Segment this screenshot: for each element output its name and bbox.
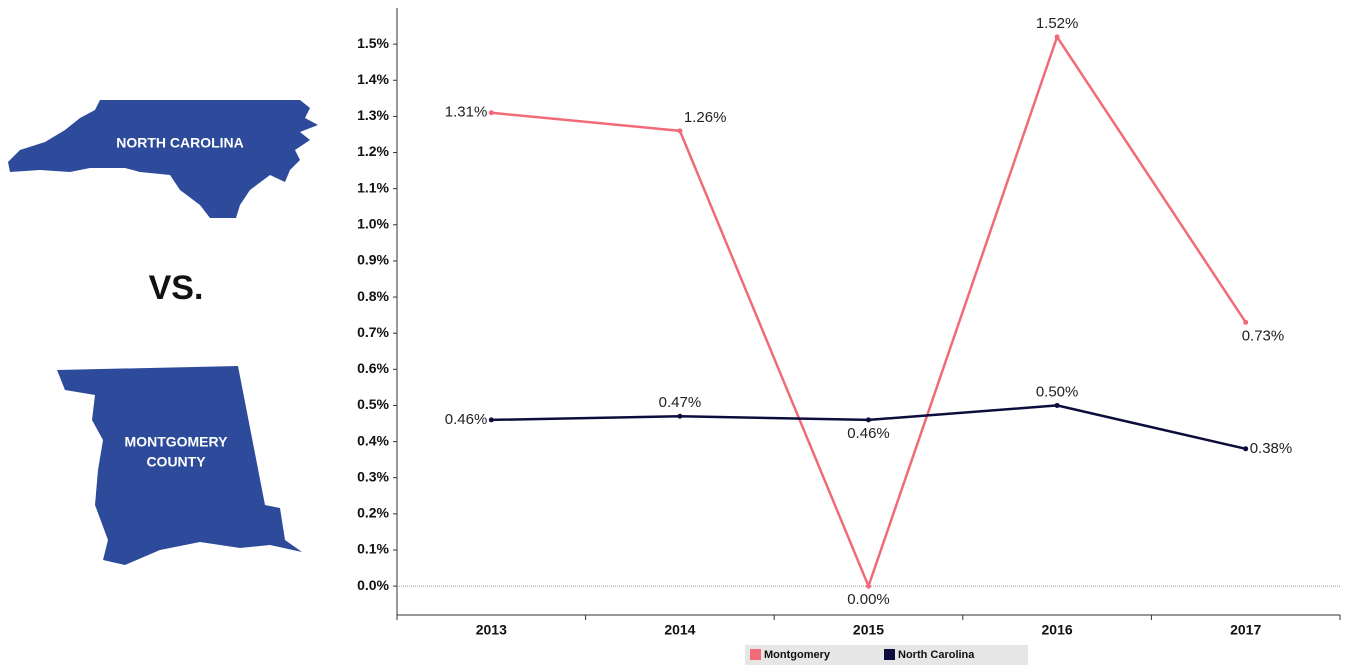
y-tick-label: 0.2% (357, 505, 389, 521)
point (866, 417, 871, 423)
y-tick-label: 0.8% (357, 288, 389, 304)
y-tick-label: 0.9% (357, 252, 389, 268)
y-tick-label: 1.4% (357, 71, 389, 87)
legend-label: Montgomery (764, 649, 831, 661)
state-label: NORTH CAROLINA (116, 135, 244, 151)
y-tick-label: 0.7% (357, 324, 389, 340)
point (488, 417, 494, 423)
point (1054, 34, 1060, 40)
legend-swatch (750, 649, 761, 660)
y-tick-label: 1.1% (357, 179, 389, 195)
y-tick-label: 1.5% (357, 35, 389, 51)
point (866, 583, 871, 589)
y-tick-label: 0.1% (357, 541, 389, 557)
point (488, 110, 494, 116)
y-tick-label: 0.5% (357, 396, 389, 412)
county-map: MONTGOMERY COUNTY (57, 366, 302, 565)
x-tick-label: 2017 (1230, 622, 1261, 638)
value-label: 0.73% (1242, 327, 1285, 344)
x-tick-label: 2014 (664, 622, 695, 638)
state-map: NORTH CAROLINA (8, 100, 318, 218)
point (677, 128, 683, 134)
y-tick-label: 1.3% (357, 107, 389, 123)
y-tick-label: 1.2% (357, 143, 389, 159)
y-tick-label: 0.3% (357, 468, 389, 484)
x-tick-label: 2016 (1042, 622, 1073, 638)
value-label: 0.00% (847, 591, 890, 608)
value-label: 0.46% (445, 411, 488, 428)
county-label: MONTGOMERY (125, 434, 229, 450)
legend-swatch (884, 649, 895, 660)
y-tick-label: 0.4% (357, 432, 389, 448)
county-label: COUNTY (146, 454, 206, 470)
value-label: 0.47% (659, 394, 702, 411)
point (677, 413, 683, 419)
y-tick-label: 1.0% (357, 215, 389, 231)
point (1243, 446, 1249, 452)
value-label: 0.50% (1036, 383, 1079, 400)
x-tick-label: 2013 (476, 622, 507, 638)
y-tick-label: 0.6% (357, 360, 389, 376)
value-label: 1.31% (445, 104, 488, 121)
value-label: 0.38% (1250, 440, 1293, 457)
value-label: 1.52% (1036, 15, 1079, 32)
series-line (491, 34, 1247, 590)
point (1243, 319, 1249, 325)
x-tick-label: 2015 (853, 622, 884, 638)
vs-label: VS. (149, 269, 204, 307)
y-tick-label: 0.0% (357, 577, 389, 593)
value-label: 0.46% (847, 425, 890, 442)
legend-label: North Carolina (898, 649, 975, 661)
value-label: 1.26% (684, 109, 727, 126)
point (1054, 402, 1060, 408)
